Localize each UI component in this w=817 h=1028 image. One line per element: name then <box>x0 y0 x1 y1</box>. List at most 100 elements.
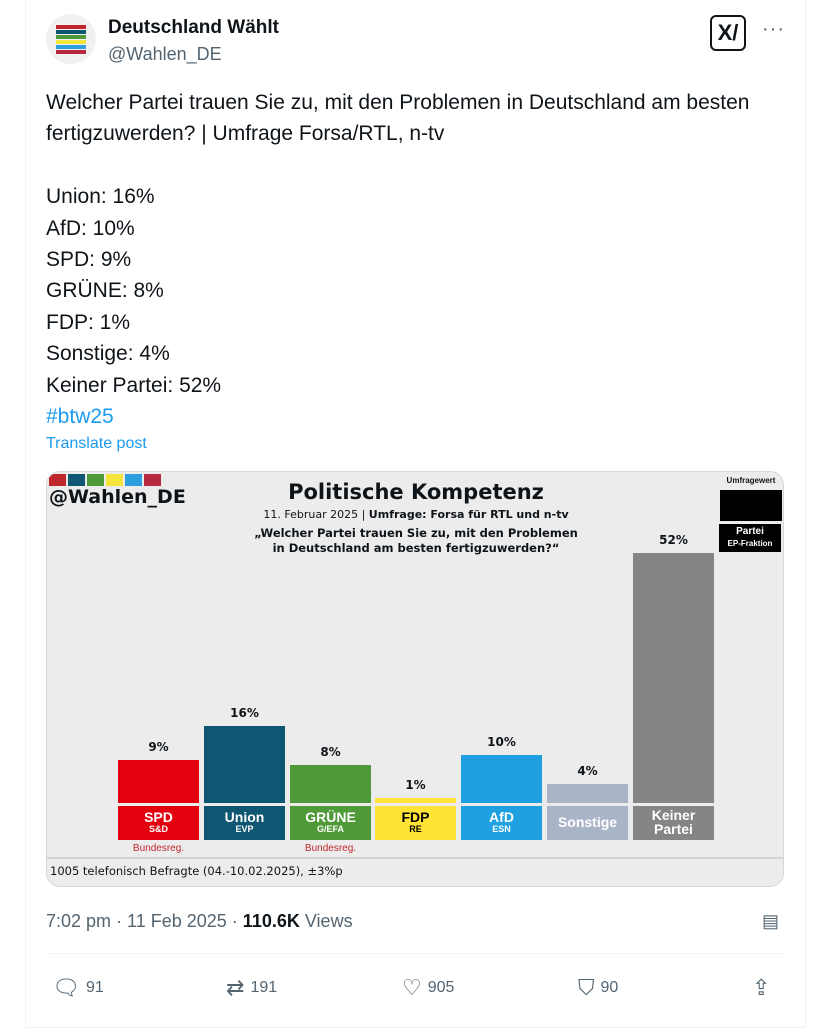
avatar-stripe <box>56 39 86 44</box>
bookmark-count: 90 <box>600 979 619 996</box>
bar-1 <box>204 726 285 803</box>
post-line: Union: 16% <box>46 185 155 209</box>
chart-footer: 1005 telefonisch Befragte (04.-10.02.202… <box>47 857 783 878</box>
chart-question: „Welcher Partei trauen Sie zu, mit den P… <box>47 526 783 556</box>
chart-image[interactable]: @Wahlen_DE Politische Kompetenz 11. Febr… <box>46 471 784 887</box>
post-line: AfD: 10% <box>46 216 135 240</box>
post-line: FDP: 1% <box>46 310 131 334</box>
like-button[interactable]: ♡ 905 <box>402 975 454 1001</box>
post-question: Welcher Partei trauen Sie zu, mit den Pr… <box>46 91 750 146</box>
ep-group: S&D <box>148 824 168 834</box>
value-label: 52% <box>659 533 688 547</box>
legend-party-box: Partei EP-Fraktion <box>719 524 781 552</box>
legend-swatch <box>720 490 782 521</box>
view-count: 110.6K <box>242 911 300 931</box>
logo-stripe <box>87 474 104 486</box>
chart-title: Politische Kompetenz <box>288 480 544 504</box>
party-label: Union EVP <box>204 806 285 840</box>
ep-group: EVP <box>235 824 254 834</box>
bar-4 <box>461 754 542 803</box>
logo-stripe <box>125 474 142 486</box>
value-label: 8% <box>320 744 341 759</box>
value-label: 4% <box>577 763 598 778</box>
party-name: Keiner Partei <box>651 807 696 837</box>
party-label: SPD S&D <box>118 806 199 840</box>
bookmark-button[interactable]: ⛉ 90 <box>578 975 618 1001</box>
post-date[interactable]: 11 Feb 2025 <box>127 911 227 931</box>
ep-group: RE <box>409 824 422 834</box>
chart-legend: Umfragewert Partei EP-Fraktion <box>719 476 783 552</box>
post-line: SPD: 9% <box>46 248 132 272</box>
value-label: 16% <box>230 706 259 721</box>
bar-6 <box>633 553 714 803</box>
grok-icon[interactable]: X/ <box>710 15 746 51</box>
avatar-stripe <box>56 34 86 39</box>
more-icon[interactable]: ··· <box>762 18 785 40</box>
party-label: GRÜNE G/EFA <box>290 806 371 840</box>
avatar-stripe <box>56 49 86 54</box>
logo-stripe <box>49 474 66 486</box>
government-note: Bundesreg. <box>132 843 185 854</box>
ep-group: G/EFA <box>316 824 344 834</box>
party-label: AfD ESN <box>461 806 542 840</box>
repost-count: 191 <box>250 979 278 996</box>
bookmark-icon: ⛉ <box>578 975 595 1000</box>
value-label: 10% <box>487 734 516 749</box>
post-line: GRÜNE: 8% <box>46 279 164 303</box>
party-label: Sonstige <box>547 806 628 840</box>
post-line: Sonstige: 4% <box>46 342 170 366</box>
question-line: „Welcher Partei trauen Sie zu, mit den P… <box>254 526 578 540</box>
post-summary-icon[interactable]: ▤ <box>762 911 780 931</box>
avatar[interactable] <box>46 14 96 64</box>
bar-2 <box>290 764 371 803</box>
party-name: GRÜNE <box>305 809 356 825</box>
party-name: Union <box>224 809 265 825</box>
party-name: FDP <box>401 809 430 825</box>
avatar-stripe <box>56 29 86 34</box>
logo-stripe <box>144 474 161 486</box>
repost-button[interactable]: ⇄ 191 <box>226 975 277 1001</box>
legend-value-label: Umfragewert <box>726 476 776 485</box>
logo-stripe <box>68 474 85 486</box>
chart-watermark: @Wahlen_DE <box>49 486 186 508</box>
post-line: Keiner Partei: 52% <box>46 373 222 397</box>
post-text: Welcher Partei trauen Sie zu, mit den Pr… <box>46 87 786 432</box>
question-line: in Deutschland am besten fertigzuwerden?… <box>272 541 560 555</box>
government-note: Bundesreg. <box>304 843 357 854</box>
legend-party: Partei <box>736 526 764 537</box>
party-label: Keiner Partei <box>633 806 714 840</box>
party-label: FDP RE <box>375 806 456 840</box>
chart-source: Umfrage: Forsa für RTL und n-tv <box>368 508 569 521</box>
avatar-stripe <box>56 44 86 49</box>
logo-stripe <box>106 474 123 486</box>
value-label: 1% <box>405 778 426 793</box>
ep-group: ESN <box>492 824 511 834</box>
account-name[interactable]: Deutschland Wählt <box>108 17 280 38</box>
heart-icon: ♡ <box>402 975 422 1000</box>
reply-count: 91 <box>85 979 104 996</box>
divider <box>46 953 784 954</box>
party-name: Sonstige <box>557 814 618 830</box>
hashtag-link[interactable]: #btw25 <box>46 405 114 429</box>
chart-date: 11. Februar 2025 | <box>263 508 369 521</box>
account-handle[interactable]: @Wahlen_DE <box>108 44 222 64</box>
party-name: AfD <box>489 809 514 825</box>
repost-icon: ⇄ <box>226 975 245 1000</box>
chart-subtitle: 11. Februar 2025 | Umfrage: Forsa für RT… <box>47 508 783 521</box>
reply-button[interactable]: 🗨 91 <box>52 975 104 1001</box>
bar-3 <box>375 798 456 803</box>
bar-0 <box>118 759 199 803</box>
post-time[interactable]: 7:02 pm <box>46 911 112 931</box>
post-meta: 7:02 pm · 11 Feb 2025 · 110.6K Views <box>46 911 353 931</box>
like-count: 905 <box>427 979 455 996</box>
translate-link[interactable]: Translate post <box>46 435 147 452</box>
share-icon: ⇪ <box>752 975 771 1000</box>
legend-group: EP-Fraktion <box>727 539 773 548</box>
views-label: Views <box>304 911 353 931</box>
logo-stripes <box>49 474 161 486</box>
party-name: SPD <box>144 809 173 825</box>
share-button[interactable]: ⇪ <box>752 975 770 1001</box>
value-label: 9% <box>148 739 169 754</box>
avatar-stripe <box>56 24 86 29</box>
bar-5 <box>547 783 628 803</box>
